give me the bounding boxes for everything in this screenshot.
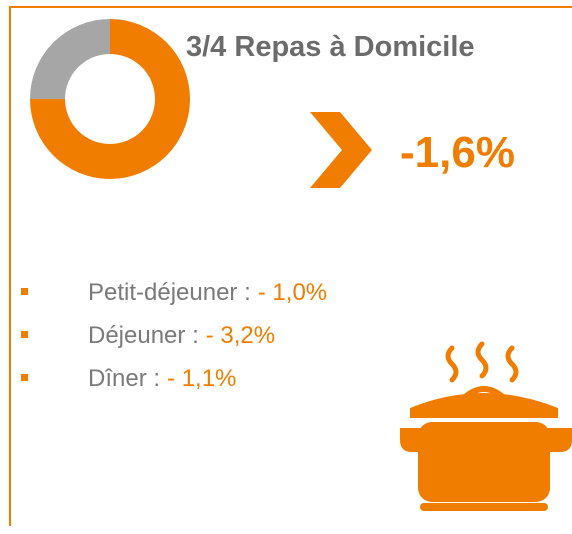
item-list: Petit-déjeuner : - 1,0% Déjeuner : - 3,2% Dî… bbox=[21, 279, 327, 392]
item-value: - 1,0% bbox=[258, 279, 327, 306]
bullet bbox=[21, 374, 28, 381]
pot-icon bbox=[400, 386, 572, 511]
donut-chart bbox=[30, 19, 190, 179]
item-value: - 1,1% bbox=[167, 365, 236, 392]
change-value: -1,6% bbox=[400, 128, 515, 177]
donut-slice bbox=[30, 19, 190, 179]
item-label: Déjeuner : bbox=[88, 322, 199, 349]
item: Déjeuner : - 3,2% bbox=[88, 322, 275, 349]
item: Dîner : - 1,1% bbox=[88, 365, 236, 392]
donut-slice bbox=[30, 19, 110, 99]
bullet bbox=[21, 288, 28, 295]
bullet bbox=[21, 331, 28, 338]
item-label: Petit-déjeuner : bbox=[88, 279, 251, 306]
item: Petit-déjeuner : - 1,0% bbox=[88, 279, 327, 306]
item-label: Dîner : bbox=[88, 365, 160, 392]
steam bbox=[445, 341, 519, 383]
item-value: - 3,2% bbox=[206, 322, 275, 349]
chevron-icon bbox=[310, 112, 372, 188]
title: 3/4 Repas à Domicile bbox=[186, 31, 475, 63]
